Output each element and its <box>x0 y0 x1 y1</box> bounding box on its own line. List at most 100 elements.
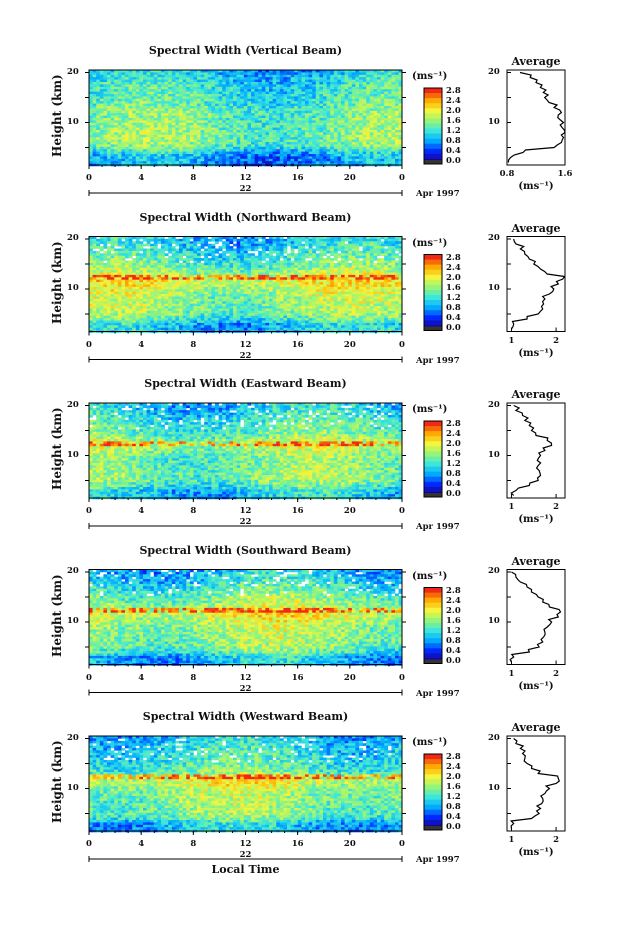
heatmap-cell <box>150 137 154 140</box>
heatmap-cell <box>251 149 255 152</box>
heatmap-cell <box>373 275 377 278</box>
heatmap-cell <box>244 123 248 126</box>
heatmap-cell <box>316 258 320 261</box>
heatmap-cell <box>118 142 122 145</box>
heatmap-cell <box>125 89 129 92</box>
heatmap-cell <box>330 92 334 95</box>
heatmap-cell <box>291 92 295 95</box>
heatmap-cell <box>348 149 352 152</box>
heatmap-cell <box>363 147 367 150</box>
heatmap-cell <box>291 249 295 252</box>
heatmap-cell <box>345 144 349 147</box>
heatmap-cell <box>157 273 161 276</box>
heatmap-cell <box>157 72 161 75</box>
heatmap-cell <box>233 130 237 133</box>
heatmap-cell <box>323 80 327 83</box>
heatmap-cell <box>384 152 388 155</box>
heatmap-cell <box>226 147 230 150</box>
heatmap-cell <box>118 251 122 254</box>
heatmap-cell <box>114 101 118 104</box>
heatmap-cell <box>96 125 100 128</box>
heatmap-cell <box>161 118 165 121</box>
heatmap-cell <box>352 246 356 249</box>
heatmap-cell <box>129 82 133 85</box>
heatmap-cell <box>179 152 183 155</box>
heatmap-cell <box>222 128 226 131</box>
heatmap-cell <box>161 82 165 85</box>
heatmap-cell <box>204 253 208 256</box>
heatmap-cell <box>319 75 323 78</box>
heatmap-cell <box>327 108 331 111</box>
heatmap-cell <box>370 142 374 145</box>
heatmap-cell <box>370 256 374 259</box>
heatmap-cell <box>175 92 179 95</box>
heatmap-cell <box>258 152 262 155</box>
heatmap-cell <box>298 239 302 242</box>
heatmap-cell <box>139 156 143 159</box>
heatmap-cell <box>172 94 176 97</box>
heatmap-cell <box>352 123 356 126</box>
heatmap-cell <box>226 108 230 111</box>
heatmap-cell <box>341 241 345 244</box>
heatmap-cell <box>183 99 187 102</box>
heatmap-cell <box>168 159 172 162</box>
heatmap-cell <box>150 77 154 80</box>
heatmap-cell <box>93 123 97 126</box>
heatmap-cell <box>373 120 377 123</box>
heatmap-cell <box>175 99 179 102</box>
heatmap-cell <box>298 94 302 97</box>
heatmap-cell <box>384 87 388 90</box>
heatmap-cell <box>154 125 158 128</box>
heatmap-cell <box>366 77 370 80</box>
heatmap-cell <box>157 241 161 244</box>
heatmap-cell <box>111 268 115 271</box>
heatmap-cell <box>240 72 244 75</box>
heatmap-cell <box>165 147 169 150</box>
heatmap-cell <box>204 116 208 119</box>
heatmap-cell <box>215 89 219 92</box>
heatmap-cell <box>132 270 136 273</box>
heatmap-cell <box>258 130 262 133</box>
heatmap-cell <box>193 246 197 249</box>
heatmap-cell <box>89 149 93 152</box>
heatmap-cell <box>251 256 255 259</box>
heatmap-cell <box>330 80 334 83</box>
heatmap-cell <box>341 123 345 126</box>
heatmap-cell <box>154 106 158 109</box>
heatmap-cell <box>366 144 370 147</box>
heatmap-cell <box>341 106 345 109</box>
heatmap-cell <box>204 77 208 80</box>
heatmap-cell <box>247 75 251 78</box>
heatmap-cell <box>273 268 277 271</box>
heatmap-cell <box>247 258 251 261</box>
heatmap-cell <box>208 263 212 266</box>
heatmap-cell <box>337 159 341 162</box>
heatmap-cell <box>276 75 280 78</box>
heatmap-cell <box>211 123 215 126</box>
heatmap-cell <box>219 135 223 138</box>
heatmap-cell <box>168 77 172 80</box>
heatmap-cell <box>222 75 226 78</box>
heatmap-cell <box>388 96 392 99</box>
heatmap-cell <box>161 125 165 128</box>
heatmap-cell <box>129 113 133 116</box>
heatmap-cell <box>377 89 381 92</box>
heatmap-cell <box>345 113 349 116</box>
heatmap-cell <box>348 241 352 244</box>
heatmap-cell <box>323 156 327 159</box>
heatmap-cell <box>388 84 392 87</box>
heatmap-cell <box>384 135 388 138</box>
heatmap-cell <box>143 161 147 164</box>
heatmap-cell <box>366 140 370 143</box>
heatmap-cell <box>150 135 154 138</box>
heatmap-cell <box>287 265 291 268</box>
heatmap-cell <box>316 75 320 78</box>
heatmap-cell <box>143 132 147 135</box>
heatmap-cell <box>334 125 338 128</box>
heatmap-cell <box>337 82 341 85</box>
heatmap-cell <box>136 270 140 273</box>
heatmap-cell <box>283 275 287 278</box>
heatmap-cell <box>359 244 363 247</box>
heatmap-cell <box>136 111 140 114</box>
heatmap-cell <box>107 128 111 131</box>
